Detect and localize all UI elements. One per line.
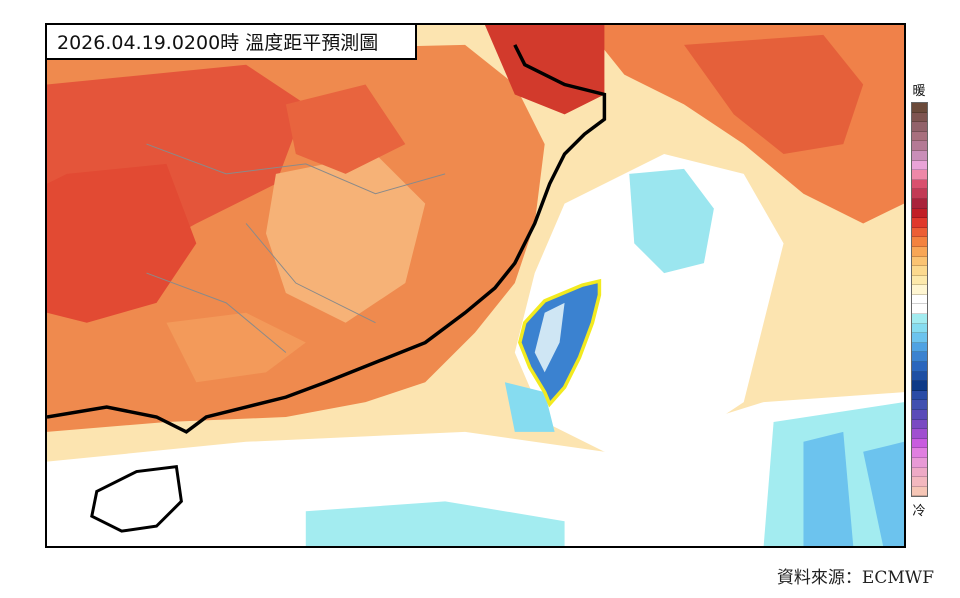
data-source-label: 資料來源：ECMWF [776, 568, 934, 588]
legend-swatch [912, 457, 927, 468]
legend-swatch [912, 141, 927, 151]
legend-swatch [912, 285, 927, 295]
legend-swatch [912, 246, 927, 257]
temperature-anomaly-map [45, 23, 906, 548]
legend-swatch [912, 218, 927, 228]
legend-swatch [912, 362, 927, 372]
legend-swatch [912, 477, 927, 487]
legend-swatch [912, 381, 927, 391]
legend-swatch [912, 371, 927, 382]
legend-swatch [912, 486, 927, 497]
legend-swatch [912, 314, 927, 324]
legend-swatch [912, 352, 927, 363]
legend-color-bar [911, 102, 928, 498]
legend-swatch [912, 448, 927, 458]
color-legend: 暖 冷 [910, 80, 928, 519]
legend-swatch [912, 342, 927, 353]
legend-swatch [912, 323, 927, 334]
legend-swatch [912, 275, 927, 286]
legend-swatch [912, 237, 927, 247]
legend-swatch [912, 198, 927, 209]
legend-swatch [912, 304, 927, 315]
legend-swatch [912, 400, 927, 410]
map-canvas [47, 25, 904, 546]
legend-swatch [912, 256, 927, 267]
legend-swatch [912, 390, 927, 401]
legend-swatch [912, 333, 927, 343]
legend-swatch [912, 419, 927, 430]
legend-swatch [912, 179, 927, 190]
legend-swatch [912, 438, 927, 449]
legend-swatch [912, 160, 927, 171]
legend-swatch [912, 150, 927, 161]
legend-swatch [912, 103, 927, 113]
legend-warm-label: 暖 [912, 84, 926, 99]
legend-swatch [912, 189, 927, 199]
legend-swatch [912, 208, 927, 219]
legend-swatch [912, 266, 927, 276]
legend-swatch [912, 112, 927, 123]
legend-swatch [912, 131, 927, 142]
legend-cold-label: 冷 [912, 504, 926, 520]
legend-swatch [912, 467, 927, 478]
legend-swatch [912, 170, 927, 180]
legend-swatch [912, 227, 927, 238]
legend-swatch [912, 429, 927, 439]
legend-swatch [912, 294, 927, 305]
map-title: 2026.04.19.0200時 溫度距平預測圖 [45, 23, 417, 60]
legend-swatch [912, 122, 927, 132]
legend-swatch [912, 410, 927, 420]
